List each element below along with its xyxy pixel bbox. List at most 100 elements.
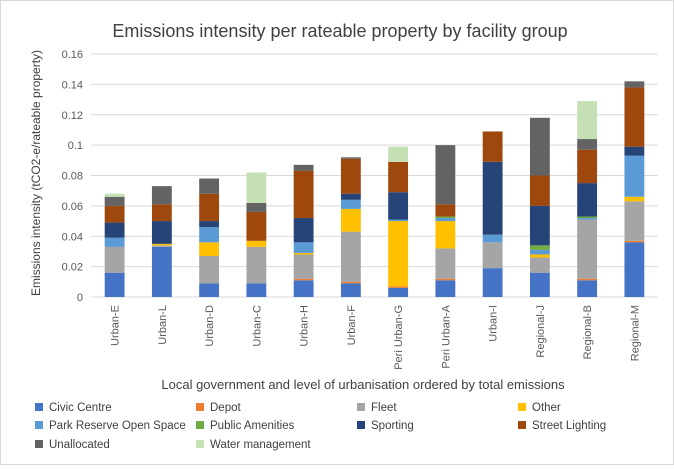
bar-segment [246, 283, 267, 297]
chart-title: Emissions intensity per rateable propert… [112, 21, 567, 41]
x-tick-label: Regional-B [582, 305, 594, 359]
y-tick-label: 0.16 [62, 49, 83, 61]
bar-segment [435, 248, 456, 279]
x-axis-label: Local government and level of urbanisati… [161, 377, 565, 392]
y-tick-label: 0.06 [62, 201, 83, 213]
legend-swatch [35, 421, 43, 429]
x-tick-label: Urban-E [110, 305, 122, 346]
bar-segment [435, 204, 456, 217]
bar-segment [577, 183, 598, 217]
legend-item: Park Reserve Open Space [35, 420, 186, 432]
bar-segment [435, 145, 456, 205]
bar-segment [577, 218, 598, 220]
bar-segment [435, 280, 456, 297]
legend-label: Civic Centre [49, 402, 112, 414]
x-tick-labels: Urban-E Urban-L Urban-D Urban-C Urban-H Urban… [110, 304, 642, 369]
bar-segment [293, 164, 314, 171]
bar-segment [151, 245, 172, 247]
legend-label: Sporting [371, 420, 414, 432]
legend: Civic Centre Depot Fleet Other Park Reserve … [35, 402, 606, 451]
bar-segment [151, 204, 172, 222]
bar-segment [435, 218, 456, 222]
bar-segment [293, 242, 314, 253]
legend-label: Depot [210, 402, 241, 414]
bar-segment [340, 157, 361, 159]
bar-segment [529, 272, 550, 297]
legend-label: Street Lighting [532, 420, 606, 432]
legend-label: Park Reserve Open Space [49, 420, 186, 432]
bar-segment [482, 131, 503, 162]
legend-label: Unallocated [49, 439, 110, 451]
legend-swatch [35, 403, 43, 411]
bar-segment [246, 172, 267, 203]
bar-segment [199, 221, 220, 228]
bar-segment [340, 231, 361, 282]
bar-segment [151, 186, 172, 205]
bar-segment [482, 268, 503, 297]
bar-segment [388, 287, 409, 297]
y-axis-label: Emissions intensity (tCO2-e/rateable pro… [29, 50, 43, 296]
bar-segment [529, 257, 550, 273]
bar-segment [577, 101, 598, 140]
bar-segment [577, 280, 598, 297]
bar-segment [340, 208, 361, 232]
bar-segment [104, 222, 125, 238]
x-tick-label: Urban-L [157, 305, 169, 345]
legend-label: Other [532, 402, 561, 414]
legend-swatch [357, 403, 365, 411]
bar-segment [388, 146, 409, 162]
bar-segment [388, 286, 409, 288]
bar-segment [482, 161, 503, 235]
bar-segment [246, 202, 267, 212]
bar-segment [624, 201, 645, 241]
x-tick-label: Urban-C [251, 305, 263, 347]
bar-segment [482, 234, 503, 243]
x-tick-label: Peri Urban-G [393, 305, 405, 370]
bar-segment [388, 192, 409, 220]
y-tick-label: 0.1 [68, 140, 83, 152]
y-tick-label: 0.12 [62, 110, 83, 122]
bar-segment [624, 87, 645, 147]
bar-segment [104, 205, 125, 223]
bar-segment [340, 158, 361, 194]
y-tick-label: 0.02 [62, 262, 83, 274]
bar-segment [151, 221, 172, 244]
bar-segment [246, 246, 267, 284]
bar-segment [293, 218, 314, 243]
legend-label: Water management [210, 439, 311, 451]
bar-segment [529, 249, 550, 255]
bar-segment [104, 272, 125, 297]
bar-segment [340, 281, 361, 284]
bar-segment [577, 149, 598, 184]
bar-segment [246, 211, 267, 241]
y-tick-label: 0 [77, 292, 83, 304]
legend-label: Fleet [371, 402, 397, 414]
bar-segment [104, 237, 125, 247]
bar-segment [151, 243, 172, 246]
bar-segment [529, 205, 550, 246]
bar-segment [577, 219, 598, 279]
bar-segment [293, 252, 314, 255]
bar-segment [340, 199, 361, 209]
y-tick-label: 0.14 [62, 79, 83, 91]
legend-swatch [518, 421, 526, 429]
bar-segment [577, 278, 598, 281]
x-tick-label: Urban-D [204, 305, 216, 347]
bar-segment [529, 117, 550, 176]
bar-segment [104, 246, 125, 273]
legend-item: Other [518, 402, 561, 414]
y-tick-label: 0.08 [62, 171, 83, 183]
legend-swatch [518, 403, 526, 411]
x-tick-label: Peri Urban-A [440, 304, 452, 368]
bar-segment [624, 155, 645, 197]
bar-segment [435, 278, 456, 281]
legend-item: Public Amenities [196, 420, 295, 432]
bar-segment [624, 146, 645, 156]
bar-segment [199, 193, 220, 222]
bar-segment [529, 245, 550, 250]
legend-swatch [35, 440, 43, 448]
bar-segment [340, 283, 361, 297]
legend-item: Street Lighting [518, 420, 606, 432]
bar-segment [293, 170, 314, 219]
